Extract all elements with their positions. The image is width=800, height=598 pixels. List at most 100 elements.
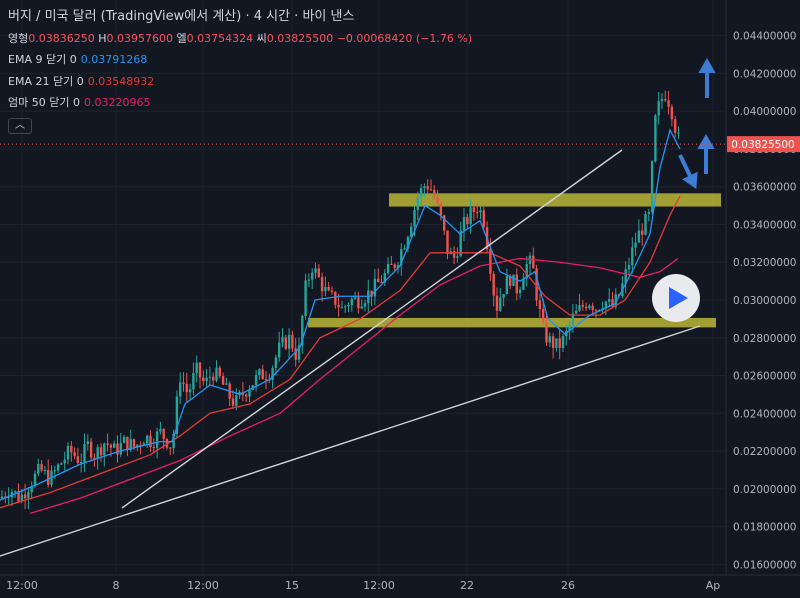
candle-body	[152, 447, 155, 449]
price-tick-label: 0.03200000	[733, 257, 796, 269]
candle-body	[119, 442, 122, 455]
candle-body	[264, 379, 268, 381]
price-tick-label: 0.04400000	[733, 31, 796, 43]
candle-body	[258, 369, 261, 376]
candle-body	[122, 436, 126, 443]
candle-body	[215, 367, 218, 381]
candle-body	[162, 428, 165, 439]
candle-body	[660, 99, 664, 102]
candle-body	[66, 445, 70, 460]
candle-body	[535, 268, 538, 301]
candle-body	[80, 462, 83, 464]
arrow-head	[697, 134, 715, 150]
candle-body	[337, 304, 340, 308]
arrow-head	[682, 171, 698, 190]
candle-body	[165, 438, 169, 448]
candle-body	[83, 444, 86, 463]
candle-body	[89, 441, 93, 458]
candle-body	[146, 435, 149, 444]
candle-body	[515, 274, 518, 294]
candle-body	[370, 290, 373, 297]
candle-body	[611, 299, 614, 307]
price-tick-label: 0.03000000	[733, 295, 796, 307]
candle-body	[340, 307, 344, 309]
candle-body	[287, 334, 291, 349]
price-tick-label: 0.04000000	[733, 106, 796, 118]
candle-body	[591, 305, 594, 311]
candle-body	[512, 274, 515, 286]
trendline-drawings	[0, 58, 716, 557]
chevron-up-icon[interactable]: ︿	[8, 117, 32, 134]
support-zone	[308, 317, 716, 328]
candle-body	[238, 392, 241, 396]
play-button[interactable]	[652, 274, 700, 322]
candle-body	[116, 443, 119, 455]
candle-body	[20, 494, 23, 502]
candle-body	[584, 306, 588, 309]
candle-body	[40, 463, 43, 471]
price-tick-label: 0.02000000	[733, 484, 796, 496]
candle-body	[221, 376, 225, 385]
candle-body	[502, 294, 505, 298]
candle-body	[301, 316, 304, 346]
candle-body	[179, 382, 182, 397]
candle-body	[149, 435, 152, 448]
candle-body	[330, 290, 334, 292]
candle-body	[647, 212, 650, 214]
candle-body	[542, 308, 545, 323]
candle-body	[261, 369, 264, 380]
candle-body	[14, 491, 17, 493]
candle-body	[472, 207, 476, 212]
candle-body	[393, 264, 396, 269]
candle-body	[182, 382, 185, 384]
candle-body	[271, 368, 274, 381]
candle-body	[185, 383, 188, 393]
candle-body	[532, 255, 535, 269]
arrow-up-icon	[697, 134, 715, 174]
candle-body	[426, 186, 429, 190]
candle-body	[334, 291, 337, 305]
candle-body	[314, 268, 317, 273]
candle-body	[439, 202, 443, 216]
candle-body	[155, 431, 159, 448]
candle-body	[377, 278, 380, 283]
candle-body	[568, 324, 571, 331]
candle-body	[139, 444, 142, 446]
symbol-title[interactable]: 버지 / 미국 달러 (TradingView에서 계산) · 4 시간 · 바…	[8, 9, 355, 24]
candle-body	[677, 132, 680, 134]
last-price-label: 0.03825500	[731, 139, 794, 151]
trendline-long	[0, 325, 701, 557]
price-tick-label: 0.01800000	[733, 522, 796, 534]
indicator-ema21[interactable]: EMA 21 닫기 0 0.03548932	[8, 74, 155, 88]
candle-body	[353, 297, 357, 299]
indicator-ma50[interactable]: 엄마 50 닫기 0 0.03220965	[8, 96, 151, 109]
candle-body	[654, 115, 657, 162]
candle-body	[274, 357, 278, 369]
price-tick-label: 0.02200000	[733, 446, 796, 458]
support-resistance-zones	[308, 193, 721, 328]
candle-body	[390, 263, 393, 265]
price-tick-label: 0.04200000	[733, 68, 796, 80]
candle-body	[670, 106, 674, 120]
candle-body	[60, 463, 63, 465]
price-tick-label: 0.03400000	[733, 219, 796, 231]
candle-body	[575, 310, 578, 314]
candle-body	[479, 210, 482, 213]
play-icon	[669, 287, 688, 309]
candle-body	[469, 207, 472, 225]
candle-body	[347, 305, 350, 307]
price-tick-label: 0.01600000	[733, 559, 796, 571]
candle-body	[608, 299, 611, 302]
candle-body	[192, 372, 195, 390]
candle-body	[383, 273, 386, 283]
candle-body	[344, 306, 347, 308]
candle-body	[47, 469, 50, 485]
candle-body	[637, 230, 641, 243]
candle-body	[0, 496, 4, 499]
candle-body	[509, 276, 512, 286]
indicator-ema9[interactable]: EMA 9 닫기 0 0.03791268	[8, 53, 148, 66]
candle-body	[37, 463, 40, 474]
candle-body	[604, 301, 608, 309]
candle-body	[208, 376, 212, 378]
